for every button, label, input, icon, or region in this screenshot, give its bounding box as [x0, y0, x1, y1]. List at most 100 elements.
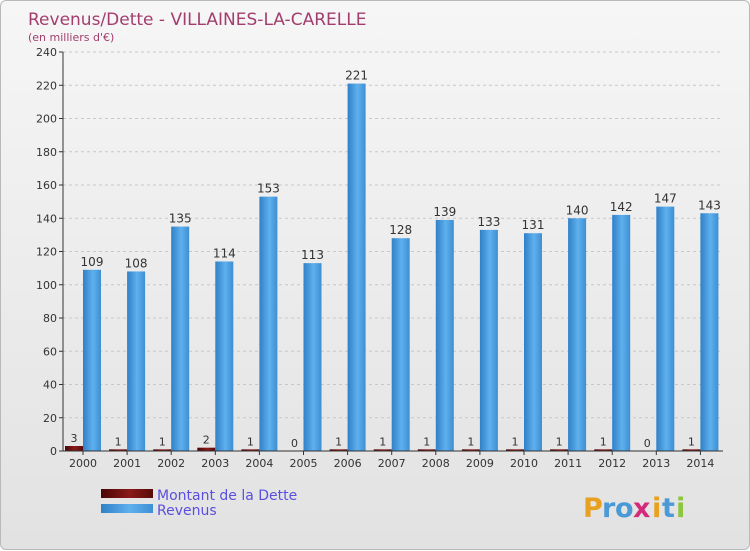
bar-dette-2011 [550, 449, 569, 451]
data-label-dette-2011: 1 [556, 435, 563, 448]
data-label-dette-2005: 0 [291, 437, 298, 450]
legend-swatch-dette [101, 489, 153, 498]
x-tick-label-2014: 2014 [686, 457, 714, 470]
y-axis: 0 20 40 60 80 100 120 140 160 180 200 220 240 [36, 46, 64, 458]
data-label-revenus-2014: 143 [698, 198, 721, 212]
x-tick-label-2002: 2002 [157, 457, 185, 470]
data-label-dette-2009: 1 [467, 435, 474, 448]
data-label-dette-2001: 1 [115, 435, 122, 448]
bar-revenus-2011 [568, 218, 587, 451]
data-label-revenus-2004: 153 [257, 182, 280, 196]
bar-revenus-2006 [347, 83, 366, 452]
data-label-dette-2000: 3 [71, 432, 78, 445]
data-label-dette-2013: 0 [644, 437, 651, 450]
bar-dette-2001 [109, 449, 128, 451]
bar-revenus-2012 [612, 214, 631, 451]
logo-letter: P [583, 493, 603, 524]
bar-dette-2002 [153, 449, 172, 451]
bar-revenus-2013 [656, 206, 675, 451]
proxiti-logo: P r o x i t i [583, 493, 685, 524]
bar-dette-2000 [65, 446, 83, 451]
x-tick-label-2011: 2011 [554, 457, 582, 470]
legend-swatch-revenus [101, 504, 153, 513]
data-label-revenus-2013: 147 [654, 192, 677, 206]
data-label-dette-2004: 1 [247, 435, 254, 448]
data-label-dette-2008: 1 [423, 435, 430, 448]
chart-title: Revenus/Dette - VILLAINES-LA-CARELLE [28, 10, 366, 30]
y-tick-label: 80 [43, 312, 57, 325]
data-label-dette-2002: 1 [159, 435, 166, 448]
bar-dette-2003 [197, 447, 216, 451]
bar-dette-2014 [682, 449, 701, 451]
x-tick-label-2004: 2004 [245, 457, 273, 470]
y-tick-label: 20 [43, 412, 57, 425]
bar-revenus-2005 [303, 263, 322, 451]
chart-subtitle: (en milliers d'€) [28, 31, 114, 44]
data-label-revenus-2001: 108 [125, 256, 148, 270]
data-label-revenus-2007: 128 [389, 223, 412, 237]
x-tick-label-2008: 2008 [422, 457, 450, 470]
x-tick-label-2005: 2005 [290, 457, 318, 470]
bar-dette-2008 [417, 449, 436, 451]
data-label-revenus-2005: 113 [301, 248, 324, 262]
logo-letter: i [676, 493, 685, 524]
x-tick-label-2000: 2000 [69, 457, 97, 470]
y-tick-label: 240 [36, 46, 57, 59]
bar-dette-2006 [329, 449, 348, 451]
bar-revenus-2008 [435, 219, 454, 451]
data-label-dette-2010: 1 [512, 435, 519, 448]
bar-dette-2009 [461, 449, 480, 451]
bar-revenus-2002 [171, 226, 190, 451]
bar-dette-2007 [373, 449, 392, 451]
x-tick-label-2013: 2013 [642, 457, 670, 470]
bar-revenus-2010 [524, 233, 542, 451]
data-label-dette-2007: 1 [379, 435, 386, 448]
data-label-revenus-2012: 142 [610, 200, 633, 214]
bar-dette-2010 [506, 449, 524, 451]
data-label-revenus-2000: 109 [81, 255, 104, 269]
x-tick-label-2003: 2003 [201, 457, 229, 470]
y-tick-label: 200 [36, 113, 57, 126]
data-label-dette-2014: 1 [688, 435, 695, 448]
bar-revenus-2009 [479, 229, 498, 451]
data-label-revenus-2008: 139 [433, 205, 456, 219]
y-tick-label: 0 [50, 445, 57, 458]
x-tick-label-2001: 2001 [113, 457, 141, 470]
y-tick-label: 160 [36, 179, 57, 192]
x-axis: 2000 2001 2002 2003 2004 2005 2006 2007 2008 2009… [63, 450, 723, 470]
bar-revenus-2003 [215, 261, 234, 451]
y-tick-label: 220 [36, 79, 57, 92]
y-tick-label: 140 [36, 212, 57, 225]
logo-letter: r [602, 493, 616, 524]
x-tick-label-2012: 2012 [598, 457, 626, 470]
bars: 3 109 1 108 1 135 2 114 1 153 0 113 1 221 1 128 1 139 1 133… [65, 69, 721, 452]
data-label-dette-2006: 1 [335, 435, 342, 448]
data-label-revenus-2009: 133 [477, 215, 500, 229]
y-tick-label: 180 [36, 146, 57, 159]
bar-dette-2004 [241, 449, 260, 451]
bar-dette-2012 [594, 449, 613, 451]
data-label-revenus-2002: 135 [169, 212, 192, 226]
data-label-dette-2003: 2 [203, 434, 210, 447]
bar-revenus-2004 [259, 196, 278, 451]
legend-label-dette: Montant de la Dette [157, 488, 297, 504]
data-label-revenus-2003: 114 [213, 246, 236, 260]
y-tick-label: 100 [36, 279, 57, 292]
x-tick-label-2006: 2006 [334, 457, 362, 470]
logo-letter: o [615, 493, 634, 524]
bar-revenus-2014 [700, 213, 719, 451]
bar-revenus-2000 [83, 269, 101, 451]
bar-revenus-2007 [391, 238, 410, 451]
logo-letter: t [662, 493, 675, 524]
bar-revenus-2001 [127, 271, 146, 451]
data-label-revenus-2011: 140 [566, 203, 589, 217]
data-label-dette-2012: 1 [600, 435, 607, 448]
data-label-revenus-2006: 221 [345, 69, 368, 83]
x-tick-label-2009: 2009 [466, 457, 494, 470]
legend-label-revenus: Revenus [157, 503, 217, 519]
x-tick-label-2010: 2010 [510, 457, 538, 470]
y-tick-label: 40 [43, 379, 57, 392]
logo-letter: i [652, 493, 661, 524]
